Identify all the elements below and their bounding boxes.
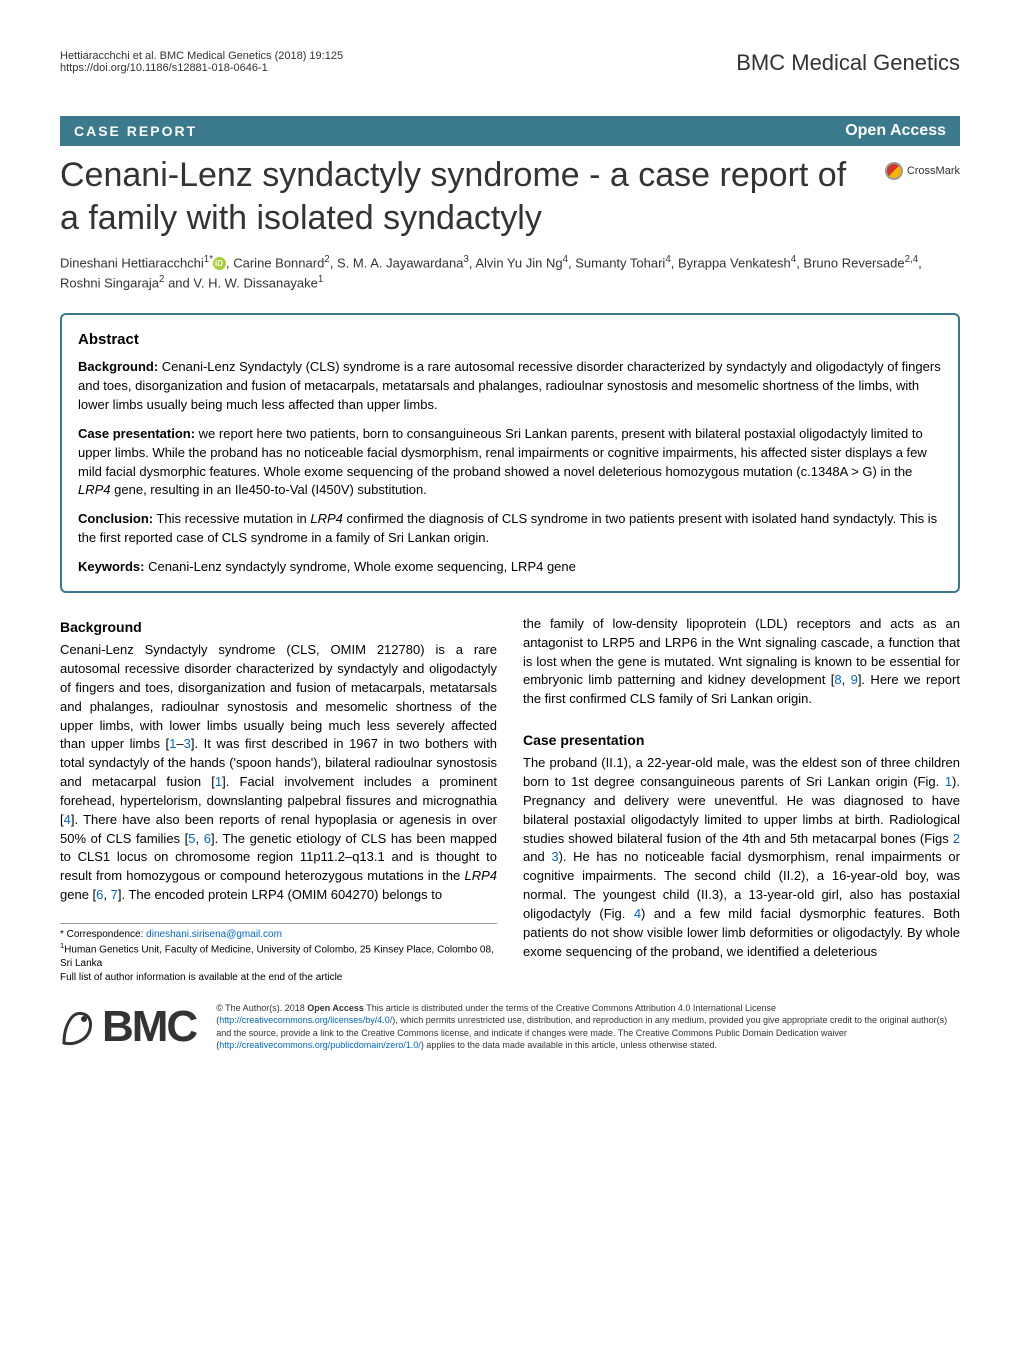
abstract-box: Abstract Background: Cenani-Lenz Syndact… xyxy=(60,313,960,593)
article-type-label: CASE REPORT xyxy=(74,123,197,139)
abstract-cn-text: This recessive mutation in xyxy=(153,511,310,526)
license-open-access: Open Access xyxy=(307,1003,364,1013)
case-presentation-paragraph: The proband (II.1), a 22-year-old male, … xyxy=(523,754,960,961)
license-text: © The Author(s). 2018 Open Access This a… xyxy=(216,1002,960,1051)
crossmark-label: CrossMark xyxy=(907,165,960,177)
column-left: Background Cenani-Lenz Syndactyly syndro… xyxy=(60,615,497,984)
full-author-list-note: Full list of author information is avail… xyxy=(60,971,497,985)
header-meta: Hettiaracchchi et al. BMC Medical Geneti… xyxy=(60,50,960,76)
abstract-cp-gene: LRP4 xyxy=(78,482,111,497)
abstract-case-presentation: Case presentation: we report here two pa… xyxy=(78,425,942,500)
article-type-bar: CASE REPORT Open Access xyxy=(60,116,960,146)
correspondence-line: * Correspondence: dineshani.sirisena@gma… xyxy=(60,928,497,942)
affiliation-1: 1Human Genetics Unit, Faculty of Medicin… xyxy=(60,941,497,970)
abstract-cn-label: Conclusion: xyxy=(78,511,153,526)
comma-89: , xyxy=(842,672,851,687)
author-7: , Bruno Reversade xyxy=(796,255,904,270)
fig-1[interactable]: 1 xyxy=(945,774,952,789)
fig-4[interactable]: 4 xyxy=(634,906,641,921)
ref-9[interactable]: 9 xyxy=(851,672,858,687)
ref-3[interactable]: 3 xyxy=(184,736,191,751)
comma-67: , xyxy=(103,887,110,902)
correspondence-block: * Correspondence: dineshani.sirisena@gma… xyxy=(60,923,497,984)
author-6: , Byrappa Venkatesh xyxy=(671,255,791,270)
license-url-2[interactable]: http://creativecommons.org/publicdomain/… xyxy=(219,1040,421,1050)
journal-name: BMC Medical Genetics xyxy=(736,50,960,76)
column-right: the family of low-density lipoprotein (L… xyxy=(523,615,960,984)
abstract-cp-text: we report here two patients, born to con… xyxy=(78,426,927,479)
background-heading: Background xyxy=(60,617,497,637)
article-title: Cenani-Lenz syndactyly syndrome - a case… xyxy=(60,154,960,239)
comma-56: , xyxy=(196,831,204,846)
correspondence-star: * Correspondence: xyxy=(60,929,146,940)
author-2: , Carine Bonnard xyxy=(226,255,324,270)
fig-2[interactable]: 2 xyxy=(953,831,960,846)
correspondence-email[interactable]: dineshani.sirisena@gmail.com xyxy=(146,929,282,940)
abstract-heading: Abstract xyxy=(78,329,942,351)
footer: BMC © The Author(s). 2018 Open Access Th… xyxy=(60,1002,960,1052)
bmc-logo: BMC xyxy=(60,1002,196,1052)
orcid-icon[interactable] xyxy=(213,257,226,270)
license-d: ) applies to the data made available in … xyxy=(421,1040,717,1050)
bg-text-1g: ]. The encoded protein LRP4 (OMIM 604270… xyxy=(118,887,442,902)
cp-text-1a: The proband (II.1), a 22-year-old male, … xyxy=(523,755,960,789)
author-5: , Sumanty Tohari xyxy=(568,255,665,270)
crossmark-icon xyxy=(885,162,903,180)
background-paragraph-cont: the family of low-density lipoprotein (L… xyxy=(523,615,960,709)
and-23: and xyxy=(523,849,551,864)
bmc-text: BMC xyxy=(102,1002,196,1052)
lrp4-gene-1: LRP4 xyxy=(464,868,497,883)
author-4: , Alvin Yu Jin Ng xyxy=(469,255,563,270)
abstract-background: Background: Cenani-Lenz Syndactyly (CLS)… xyxy=(78,358,942,415)
author-1-aff: 1* xyxy=(204,254,213,265)
keywords-text: Cenani-Lenz syndactyly syndrome, Whole e… xyxy=(144,559,575,574)
abstract-bg-label: Background: xyxy=(78,359,158,374)
bg-text-1a: Cenani-Lenz Syndactyly syndrome (CLS, OM… xyxy=(60,642,497,751)
keywords: Keywords: Cenani-Lenz syndactyly syndrom… xyxy=(78,558,942,577)
keywords-label: Keywords: xyxy=(78,559,144,574)
ref-1b[interactable]: 1 xyxy=(215,774,222,789)
crossmark-badge[interactable]: CrossMark xyxy=(885,162,960,180)
case-presentation-heading: Case presentation xyxy=(523,730,960,750)
citation-line2: https://doi.org/10.1186/s12881-018-0646-… xyxy=(60,62,343,74)
ref-6[interactable]: 6 xyxy=(204,831,211,846)
dash-13: – xyxy=(176,736,183,751)
open-access-label: Open Access xyxy=(845,122,946,140)
ref-4[interactable]: 4 xyxy=(64,812,71,827)
abstract-cn-gene: LRP4 xyxy=(310,511,343,526)
background-paragraph: Cenani-Lenz Syndactyly syndrome (CLS, OM… xyxy=(60,641,497,905)
abstract-cp-text2: gene, resulting in an Ile450-to-Val (I45… xyxy=(111,482,427,497)
citation-block: Hettiaracchchi et al. BMC Medical Geneti… xyxy=(60,50,343,74)
citation-line1: Hettiaracchchi et al. BMC Medical Geneti… xyxy=(60,50,343,62)
author-9-aff: 1 xyxy=(318,274,323,285)
abstract-cp-label: Case presentation: xyxy=(78,426,195,441)
ref-7[interactable]: 7 xyxy=(111,887,118,902)
abstract-bg-text: Cenani-Lenz Syndactyly (CLS) syndrome is… xyxy=(78,359,941,412)
author-9: and V. H. W. Dissanayake xyxy=(164,275,317,290)
bg-text-1f: gene [ xyxy=(60,887,96,902)
author-3: , S. M. A. Jayawardana xyxy=(330,255,464,270)
author-7-aff: 2,4 xyxy=(905,254,919,265)
author-list: Dineshani Hettiaracchchi1* , Carine Bonna… xyxy=(60,253,960,293)
fig-3[interactable]: 3 xyxy=(551,849,558,864)
ref-5[interactable]: 5 xyxy=(188,831,195,846)
body-columns: Background Cenani-Lenz Syndactyly syndro… xyxy=(60,615,960,984)
ref-8[interactable]: 8 xyxy=(834,672,841,687)
abstract-conclusion: Conclusion: This recessive mutation in L… xyxy=(78,510,942,548)
bmc-mark-icon xyxy=(60,1007,96,1047)
affiliation-1-text: Human Genetics Unit, Faculty of Medicine… xyxy=(60,945,494,970)
license-url-1[interactable]: http://creativecommons.org/licenses/by/4… xyxy=(219,1015,392,1025)
author-1: Dineshani Hettiaracchchi xyxy=(60,255,204,270)
license-a: © The Author(s). 2018 xyxy=(216,1003,307,1013)
